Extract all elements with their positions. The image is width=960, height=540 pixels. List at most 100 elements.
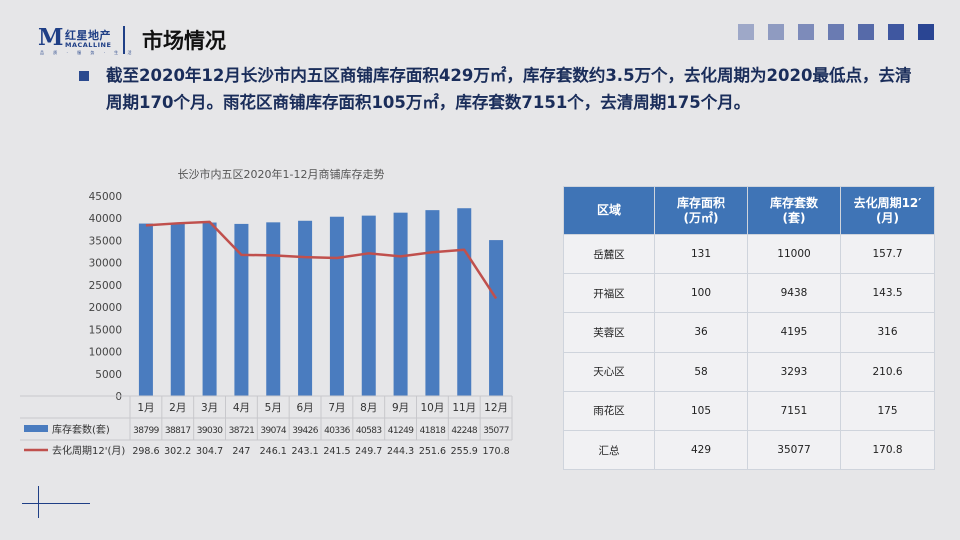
chart-title: 长沙市内五区2020年1-12月商铺库存走势 bbox=[178, 167, 385, 181]
data-label-bar: 39074 bbox=[260, 426, 287, 436]
district-table: 区域 库存面积 (万㎡) 库存套数 (套) 去化周期12′ (月) 岳麓区 131 11000 1… bbox=[563, 186, 935, 471]
x-tick-label: 10月 bbox=[420, 402, 444, 414]
square-5 bbox=[858, 24, 874, 40]
legend-swatch-bar bbox=[24, 425, 48, 432]
square-7 bbox=[918, 24, 934, 40]
decorative-cross-vertical bbox=[38, 486, 39, 518]
chart-bar bbox=[393, 212, 408, 396]
data-label-bar: 42248 bbox=[451, 426, 478, 436]
table-cell: 汇总 bbox=[563, 429, 655, 471]
y-left-tick-label: 10000 bbox=[89, 347, 122, 359]
square-4 bbox=[828, 24, 844, 40]
data-label-bar: 38721 bbox=[229, 426, 255, 436]
x-tick-label: 3月 bbox=[201, 402, 218, 414]
table-row: 开福区 100 9438 143.5 bbox=[563, 273, 935, 314]
data-label-bar: 39030 bbox=[197, 426, 224, 436]
data-label-line: 302.2 bbox=[164, 446, 191, 457]
x-tick-label: 6月 bbox=[296, 402, 313, 414]
table-cell: 4195 bbox=[747, 312, 841, 353]
data-label-line: 249.7 bbox=[355, 446, 382, 457]
chart-bar bbox=[298, 220, 313, 396]
logo-letter: M bbox=[38, 24, 64, 51]
table-head: 区域 库存面积 (万㎡) 库存套数 (套) 去化周期12′ (月) bbox=[563, 186, 935, 235]
table-cell: 316 bbox=[840, 312, 935, 353]
y-left-tick-label: 20000 bbox=[89, 302, 122, 314]
y-left-tick-label: 5000 bbox=[95, 369, 122, 381]
data-label-bar: 35077 bbox=[483, 426, 509, 436]
legend-label-line: 去化周期12'(月) bbox=[52, 444, 125, 457]
chart-bar bbox=[329, 216, 344, 396]
table-header-cell: 去化周期12′ (月) bbox=[840, 186, 935, 235]
chart-svg: 长沙市内五区2020年1-12月商铺库存走势 0 5000 10000 15000 200… bbox=[20, 167, 513, 457]
data-label-bar: 39426 bbox=[292, 426, 319, 436]
table-row: 芙蓉区 36 4195 316 bbox=[563, 312, 935, 353]
table-cell: 100 bbox=[654, 273, 748, 314]
table-cell: 131 bbox=[654, 233, 748, 275]
square-6 bbox=[888, 24, 904, 40]
y-left-tick-label: 15000 bbox=[89, 324, 122, 336]
page-title: 市场情况 bbox=[142, 29, 226, 53]
data-label-line: 251.6 bbox=[419, 446, 446, 457]
y-left-tick-label: 35000 bbox=[89, 235, 122, 247]
data-label-line: 304.7 bbox=[196, 446, 223, 457]
data-label-line: 298.6 bbox=[132, 446, 159, 457]
brand-logo: M 红星地产 MACALLINE 品 质 · 服 务 · 生 活 bbox=[38, 24, 131, 56]
table-header-row: 区域 库存面积 (万㎡) 库存套数 (套) 去化周期12′ (月) bbox=[563, 186, 935, 235]
square-3 bbox=[798, 24, 814, 40]
logo-chinese-name: 红星地产 bbox=[65, 29, 111, 42]
decorative-cross-horizontal bbox=[22, 503, 90, 504]
summary-text: 截至2020年12月长沙市内五区商铺库存面积429万㎡，库存套数约3.5万个，去… bbox=[106, 66, 912, 112]
table-cell: 143.5 bbox=[840, 273, 935, 314]
table-cell: 58 bbox=[654, 351, 748, 392]
table-header-cell: 库存套数 (套) bbox=[747, 186, 841, 235]
data-label-line: 243.1 bbox=[291, 446, 318, 457]
table-header-cell: 库存面积 (万㎡) bbox=[654, 186, 748, 235]
table-cell: 岳麓区 bbox=[563, 233, 655, 275]
chart-bar bbox=[170, 223, 185, 396]
y-left-tick-label: 0 bbox=[115, 391, 122, 403]
x-tick-label: 9月 bbox=[392, 402, 409, 414]
table-cell: 天心区 bbox=[563, 351, 655, 392]
chart-bar bbox=[202, 222, 217, 396]
square-2 bbox=[768, 24, 784, 40]
table-cell: 11000 bbox=[747, 233, 841, 275]
table-cell: 210.6 bbox=[840, 351, 935, 392]
data-label-line: 244.3 bbox=[387, 446, 414, 457]
y-left-tick-label: 45000 bbox=[89, 191, 122, 203]
x-tick-label: 1月 bbox=[137, 402, 154, 414]
x-tick-label: 4月 bbox=[233, 402, 250, 414]
table-cell: 芙蓉区 bbox=[563, 312, 655, 353]
data-label-bar: 40583 bbox=[356, 426, 382, 436]
chart-bar bbox=[457, 208, 472, 396]
data-label-line: 246.1 bbox=[260, 446, 287, 457]
table-cell: 36 bbox=[654, 312, 748, 353]
chart-line-series bbox=[145, 220, 498, 300]
x-tick-label: 12月 bbox=[484, 402, 508, 414]
table-cell: 开福区 bbox=[563, 273, 655, 314]
table-cell: 170.8 bbox=[840, 429, 935, 471]
inventory-chart: 长沙市内五区2020年1-12月商铺库存走势 0 5000 10000 15000 200… bbox=[20, 160, 520, 470]
square-1 bbox=[738, 24, 754, 40]
data-label-line: 170.8 bbox=[482, 446, 509, 457]
chart-bar bbox=[489, 240, 504, 396]
table-cell: 105 bbox=[654, 390, 748, 431]
table-cell: 7151 bbox=[747, 390, 841, 431]
chart-bar bbox=[266, 222, 281, 396]
table-cell: 35077 bbox=[747, 429, 841, 471]
chart-bar bbox=[361, 215, 376, 396]
table-cell: 175 bbox=[840, 390, 935, 431]
data-label-line: 255.9 bbox=[451, 446, 478, 457]
x-tick-label: 7月 bbox=[328, 402, 345, 414]
y-left-tick-label: 30000 bbox=[89, 258, 122, 270]
data-label-bar: 41249 bbox=[388, 426, 415, 436]
x-tick-label: 5月 bbox=[265, 402, 282, 414]
table-row: 天心区 58 3293 210.6 bbox=[563, 351, 935, 392]
x-tick-label: 11月 bbox=[452, 402, 476, 414]
table-row: 汇总 429 35077 170.8 bbox=[563, 429, 935, 471]
table-cell: 429 bbox=[654, 429, 748, 471]
table-row: 雨花区 105 7151 175 bbox=[563, 390, 935, 431]
data-label-bar: 40336 bbox=[324, 426, 351, 436]
legend-label-bar: 库存套数(套) bbox=[52, 423, 110, 436]
logo-tagline: 品 质 · 服 务 · 生 活 bbox=[40, 50, 136, 55]
table-cell: 雨花区 bbox=[563, 390, 655, 431]
